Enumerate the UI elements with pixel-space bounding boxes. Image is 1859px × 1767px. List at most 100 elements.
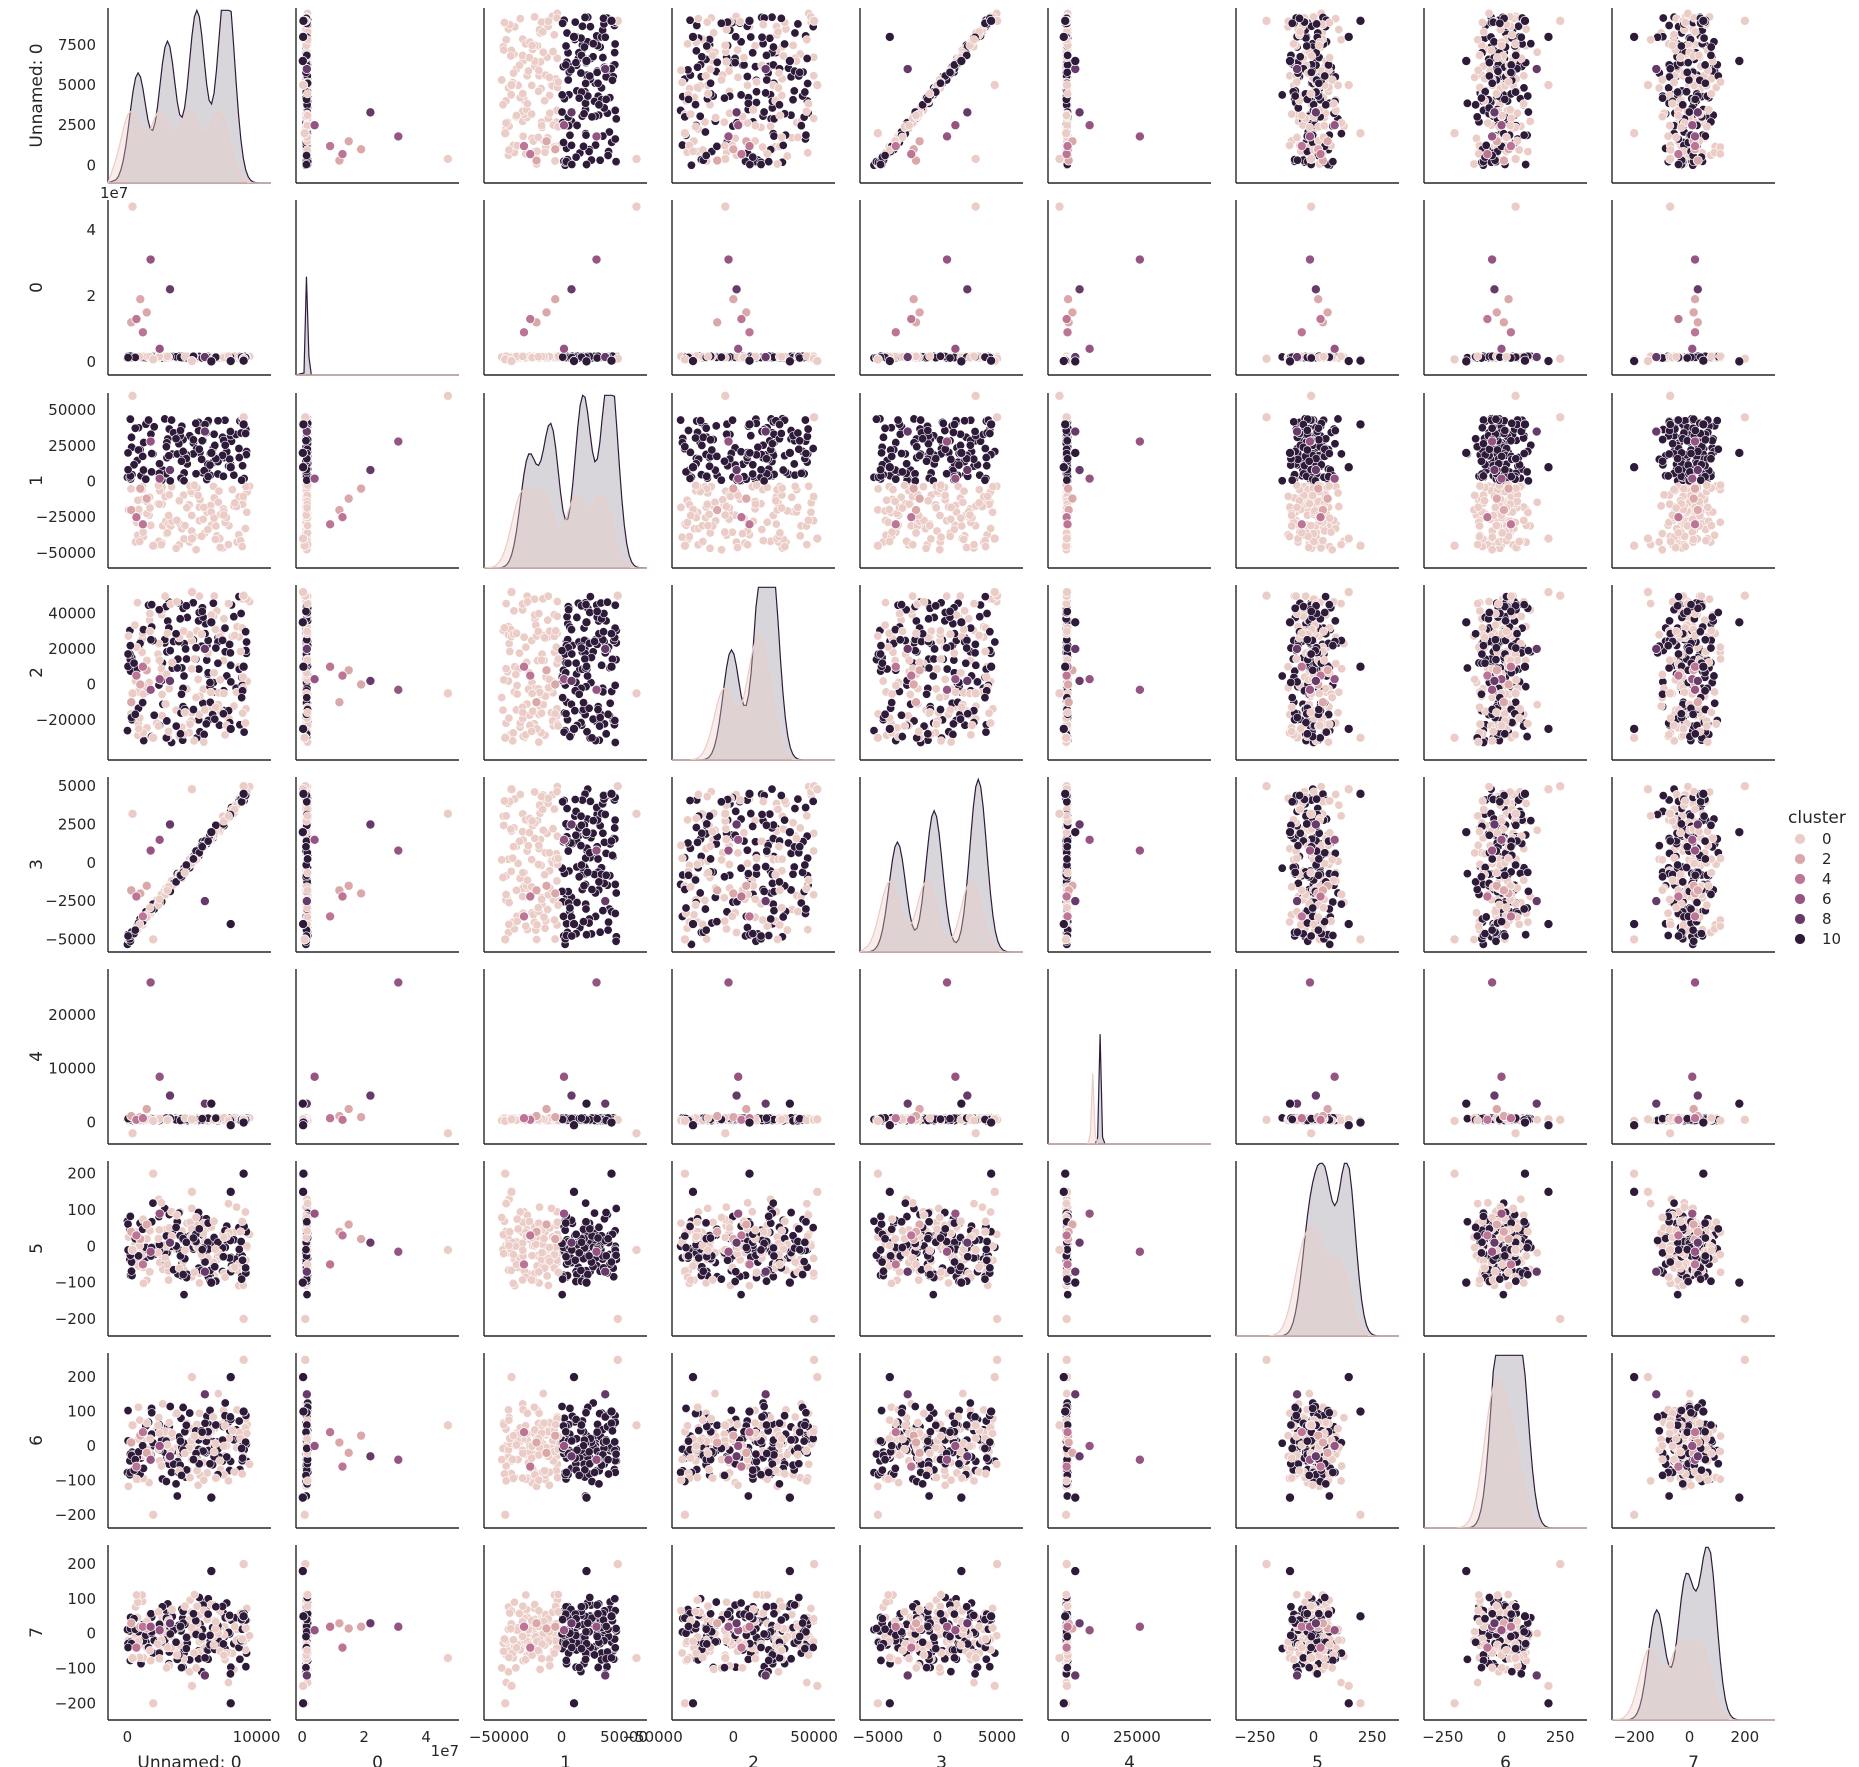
scatter-point bbox=[164, 511, 174, 521]
scatter-point bbox=[764, 157, 774, 167]
scatter-point bbox=[730, 58, 740, 68]
scatter-point bbox=[138, 465, 148, 475]
cluster-point bbox=[950, 343, 961, 354]
scatter-point bbox=[1665, 64, 1675, 74]
scatter-point bbox=[563, 75, 573, 85]
cluster-point bbox=[1329, 120, 1340, 131]
cluster-point bbox=[1739, 15, 1750, 26]
scatter-point bbox=[677, 77, 687, 87]
scatter-point bbox=[549, 30, 559, 40]
cluster-point bbox=[1062, 327, 1073, 338]
scatter-point bbox=[1297, 111, 1307, 121]
cluster-point bbox=[1690, 327, 1701, 338]
scatter-point bbox=[203, 525, 213, 535]
scatter-point bbox=[515, 14, 525, 24]
cluster-point bbox=[1355, 15, 1366, 26]
scatter-point bbox=[550, 156, 560, 166]
cluster-point bbox=[687, 31, 698, 42]
scatter-point bbox=[1329, 99, 1339, 109]
cluster-point bbox=[1698, 355, 1709, 366]
panel-1-2 bbox=[483, 200, 647, 376]
scatter-point bbox=[1674, 159, 1684, 169]
cluster-point bbox=[1543, 31, 1554, 42]
scatter-point bbox=[703, 351, 713, 361]
scatter-point bbox=[925, 89, 935, 99]
scatter-point bbox=[739, 53, 749, 63]
cluster-point bbox=[1690, 254, 1701, 265]
scatter-point bbox=[194, 444, 204, 454]
scatter-point bbox=[1665, 121, 1675, 131]
scatter-point bbox=[712, 141, 722, 151]
scatter-point bbox=[1532, 47, 1542, 57]
cluster-point bbox=[541, 136, 552, 147]
y-tick-label: 2500 bbox=[58, 116, 96, 134]
panel-1-3 bbox=[671, 200, 835, 376]
panel-0-4 bbox=[859, 8, 1023, 184]
cluster-point bbox=[914, 307, 925, 318]
scatter-point bbox=[1523, 91, 1533, 101]
scatter-point bbox=[219, 510, 229, 520]
cluster-point bbox=[365, 107, 376, 118]
scatter-point bbox=[774, 100, 784, 110]
scatter-point bbox=[772, 159, 782, 169]
panel-2-1 bbox=[295, 390, 459, 569]
cluster-point bbox=[591, 131, 602, 142]
scatter-point bbox=[742, 72, 752, 82]
scatter-point bbox=[1678, 100, 1688, 110]
cluster-point bbox=[631, 153, 642, 164]
scatter-point bbox=[1484, 58, 1494, 68]
cluster-point bbox=[1531, 64, 1542, 75]
scatter-point bbox=[1715, 149, 1725, 159]
scatter-point bbox=[1481, 140, 1491, 150]
scatter-point bbox=[701, 151, 711, 161]
scatter-point bbox=[1682, 87, 1692, 97]
scatter-point bbox=[534, 86, 544, 96]
cluster-point bbox=[1692, 284, 1703, 295]
scatter-point bbox=[508, 68, 518, 78]
cluster-point bbox=[600, 64, 611, 75]
scatter-point bbox=[524, 53, 534, 63]
cluster-point bbox=[131, 314, 142, 325]
scatter-point bbox=[716, 18, 726, 28]
scatter-point bbox=[600, 32, 610, 42]
cluster-point bbox=[154, 343, 165, 354]
scatter-point bbox=[736, 90, 746, 100]
cluster-point bbox=[566, 284, 577, 295]
cluster-point bbox=[744, 327, 755, 338]
cluster-point bbox=[1061, 128, 1072, 139]
cluster-point bbox=[1315, 314, 1326, 325]
scatter-point bbox=[518, 351, 528, 361]
scatter-point bbox=[702, 17, 712, 27]
scatter-point bbox=[501, 35, 511, 45]
cluster-point bbox=[1054, 201, 1065, 212]
scatter-point bbox=[540, 147, 550, 157]
cluster-point bbox=[1489, 284, 1500, 295]
scatter-point bbox=[1690, 94, 1700, 104]
scatter-point bbox=[514, 60, 524, 70]
cluster-point bbox=[1651, 64, 1662, 75]
scatter-point bbox=[141, 474, 151, 484]
cluster-point bbox=[1673, 314, 1684, 325]
scatter-point bbox=[1654, 83, 1664, 93]
scatter-point bbox=[193, 490, 203, 500]
cluster-point bbox=[127, 201, 138, 212]
cluster-point bbox=[908, 294, 919, 305]
scatter-point bbox=[538, 27, 548, 37]
scatter-point bbox=[778, 140, 788, 150]
cluster-point bbox=[519, 327, 530, 338]
scatter-point bbox=[570, 17, 580, 27]
cluster-point bbox=[1322, 307, 1333, 318]
cluster-point bbox=[812, 356, 823, 367]
scatter-point bbox=[1307, 51, 1317, 61]
kde-dark bbox=[107, 8, 272, 184]
scatter-point bbox=[241, 429, 251, 439]
scatter-point bbox=[1496, 40, 1506, 50]
cluster-point bbox=[890, 327, 901, 338]
cluster-point bbox=[1496, 343, 1507, 354]
scatter-point bbox=[1290, 91, 1300, 101]
scatter-point bbox=[579, 141, 589, 151]
cluster-point bbox=[723, 131, 734, 142]
cluster-point bbox=[559, 120, 570, 131]
cluster-point bbox=[1315, 149, 1326, 160]
cluster-point bbox=[1692, 317, 1703, 328]
